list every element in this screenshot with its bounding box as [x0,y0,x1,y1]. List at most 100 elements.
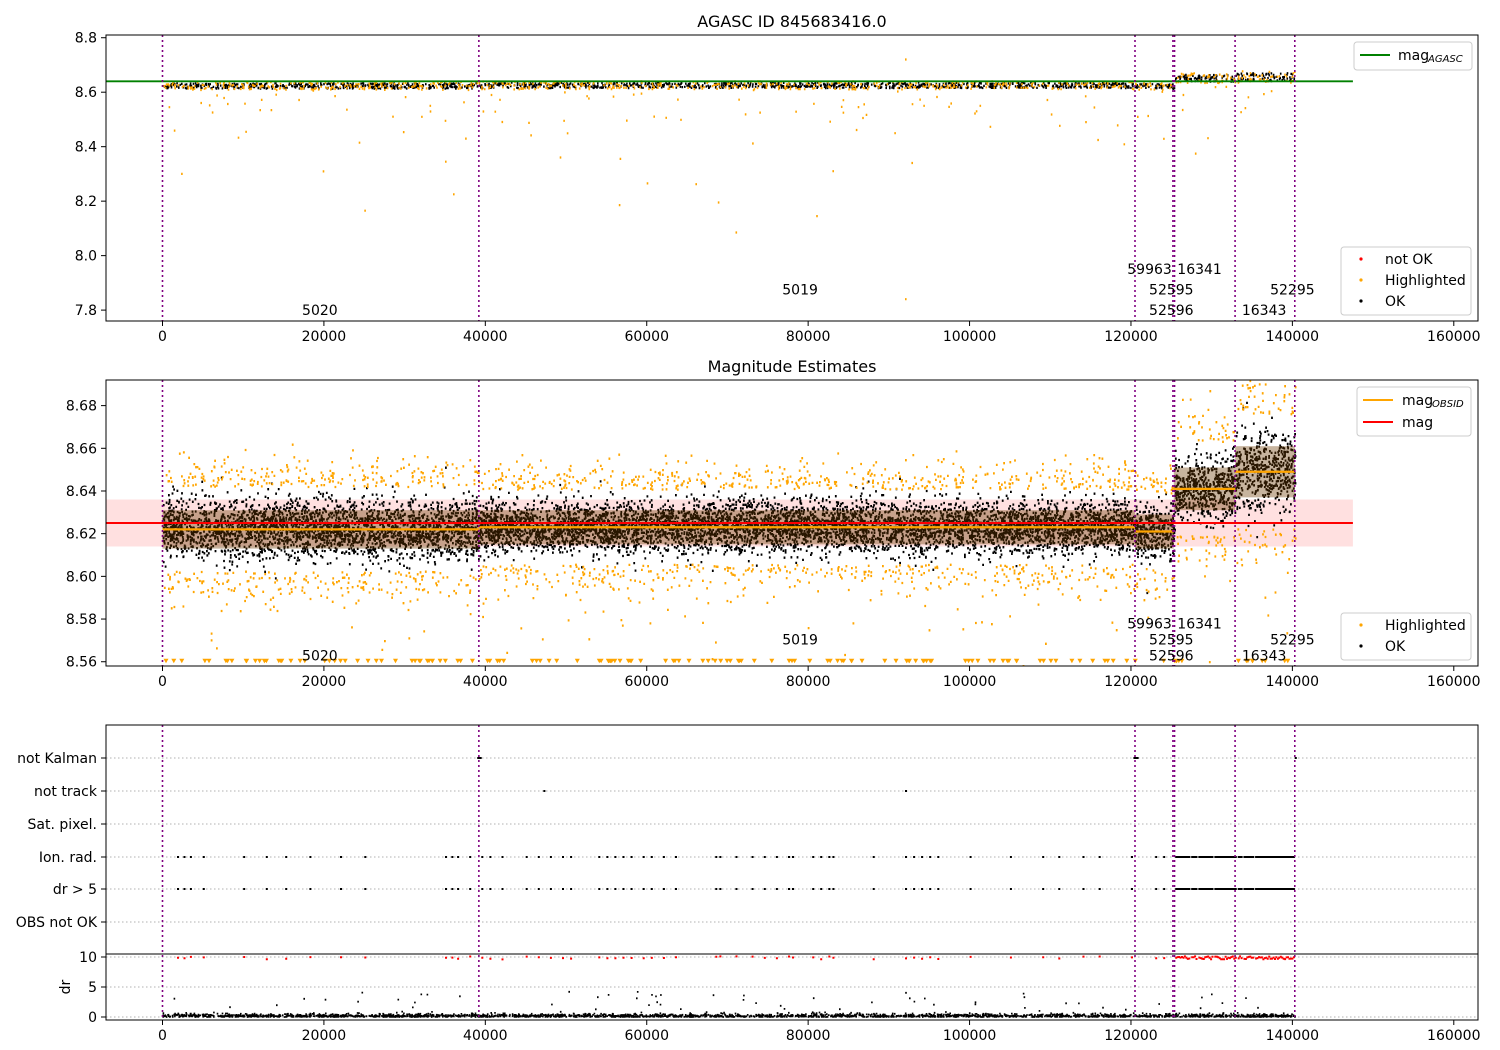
obsid-label: 5019 [782,632,818,648]
x-tick-label: 20000 [302,1028,347,1044]
x-tick-label: 80000 [786,329,831,345]
obsid-label: 16343 [1242,648,1287,664]
obsid-label: 52295 [1270,283,1315,299]
dr-tick-label: 0 [88,1010,97,1026]
legend-marker [1359,278,1363,282]
legend-bottom: Highlighted OK [1340,612,1472,661]
x-tick-label: 160000 [1427,1028,1480,1044]
dr-axis-label: dr [58,979,74,994]
legend-marker [1359,644,1363,648]
plot-area [106,380,1353,666]
obsid-label: 59963 [1127,616,1172,632]
x-tick-label: 0 [158,329,167,345]
y-tick-label: 8.58 [66,612,97,628]
x-tick-label: 100000 [943,329,996,345]
flag-marks [177,856,1295,858]
y-tick-label: 8.60 [66,569,97,585]
ok-points [1173,442,1237,532]
plot-frame [105,379,1479,667]
x-tick-label: 60000 [624,1028,669,1044]
y-tick-label: 8.6 [75,85,97,101]
obsid-label: 52595 [1149,632,1194,648]
x-tick-label: 60000 [624,329,669,345]
y-tick-label: 8.8 [75,31,97,47]
x-tick-label: 100000 [943,674,996,690]
panel-title: AGASC ID 845683416.0 [697,12,886,31]
flag-category-label: Sat. pixel. [28,817,97,833]
legend-label: OK [1385,639,1406,655]
x-tick-label: 20000 [302,329,347,345]
obsid-label: 52596 [1149,648,1194,664]
dr-points [162,955,1296,1018]
legend-label: Highlighted [1385,618,1466,634]
flag-marks [177,888,1295,890]
legend-label: Highlighted [1385,273,1466,289]
ok-points [1135,83,1176,90]
y-tick-label: 8.64 [66,484,97,500]
obsid-label: 16343 [1242,303,1287,319]
x-tick-label: 160000 [1427,674,1480,690]
x-tick-label: 140000 [1266,329,1319,345]
y-tick-label: 8.2 [75,194,97,210]
y-tick-label: 8.56 [66,655,97,671]
x-tick-label: 40000 [463,329,508,345]
y-tick-label: 8.62 [66,527,97,543]
legend-label: OK [1385,294,1406,310]
legend-box [1340,612,1472,661]
x-tick-label: 120000 [1104,674,1157,690]
legend-marker [1359,623,1363,627]
legend-label: not OK [1385,252,1433,268]
y-tick-label: 8.4 [75,140,97,156]
dr-notok-points [177,955,1295,961]
y-tick-label: 7.8 [75,303,97,319]
x-tick-label: 40000 [463,674,508,690]
legend-label: mag [1398,48,1429,64]
legend-marker [1359,257,1363,261]
flag-category-label: Ion. rad. [39,850,97,866]
x-tick-label: 160000 [1427,329,1480,345]
legend-label: mag [1402,415,1433,431]
legend-subscript: OBSID [1432,399,1464,410]
flag-category-label: OBS not OK [16,915,98,931]
x-tick-label: 20000 [302,674,347,690]
legend-box [1340,246,1472,316]
legend-marker [1359,299,1363,303]
flag-marks [543,790,907,792]
panel-magnitude-estimates: Magnitude Estimates 5020 5019 5996352595525… [66,357,1481,690]
flag-category-label: not track [34,784,98,800]
flag-category-label: dr > 5 [53,882,97,898]
x-tick-label: 40000 [463,1028,508,1044]
x-tick-label: 140000 [1266,1028,1319,1044]
plot-frame [105,34,1479,322]
legend-bottom: not OK Highlighted OK [1340,246,1472,316]
x-tick-label: 0 [158,674,167,690]
x-tick-label: 120000 [1104,329,1157,345]
scatter-points [162,380,1297,666]
panel-agasc: AGASC ID 845683416.0 5020 5019 59963 52595 52… [75,12,1481,345]
y-tick-label: 8.66 [66,441,97,457]
legend-box [1353,41,1473,71]
y-tick-label: 8.0 [75,249,97,265]
dr-tick-label: 5 [88,980,97,996]
x-tick-label: 80000 [786,1028,831,1044]
x-tick-label: 100000 [943,1028,996,1044]
flag-category-label: not Kalman [17,751,97,767]
highlighted-points [163,58,1296,301]
legend-label: mag [1402,393,1433,409]
obsid-label: 59963 [1127,262,1172,278]
x-tick-label: 0 [158,1028,167,1044]
scatter-points [163,58,1296,301]
x-tick-label: 60000 [624,674,669,690]
panel-title: Magnitude Estimates [708,357,877,376]
flag-points [177,757,1297,890]
x-tick-label: 120000 [1104,1028,1157,1044]
obsid-label: 5020 [302,648,338,664]
obsid-label: 16341 [1177,262,1222,278]
obsid-label: 5019 [782,283,818,299]
clipped-low-markers [163,658,1291,664]
obsid-label: 52595 [1149,283,1194,299]
x-tick-label: 80000 [786,674,831,690]
